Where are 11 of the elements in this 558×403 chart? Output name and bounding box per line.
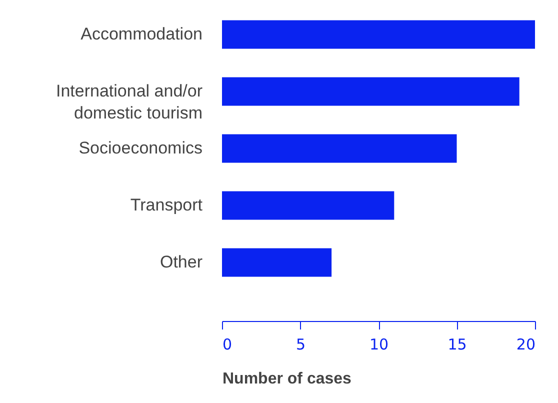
y-tick-label: Other: [160, 252, 203, 272]
x-tick-label: 15: [448, 336, 467, 354]
x-tick-label: 10: [369, 336, 389, 354]
y-tick-label: Transport: [130, 196, 203, 214]
x-tick-label: 5: [296, 336, 306, 354]
x-axis-title: Number of cases: [222, 370, 352, 388]
y-tick-label: Accommodation: [80, 24, 202, 44]
x-tick-label: 20: [516, 336, 536, 354]
y-tick-label: Socioeconomics: [78, 138, 202, 158]
x-tick-label: 0: [222, 336, 232, 354]
y-tick-label: International and/or domestic tourism: [56, 82, 203, 122]
